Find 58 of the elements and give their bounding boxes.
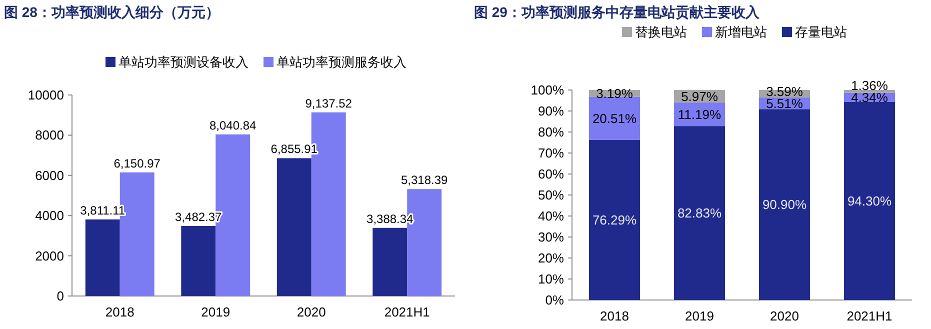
y-tick-label: 60%: [538, 166, 564, 182]
legend-label: 单站功率预测服务收入: [276, 54, 406, 70]
y-tick-label: 100%: [530, 82, 564, 98]
chart-title: 图 29：功率预测服务中存量电站贡献主要收入: [474, 4, 760, 20]
legend-label: 单站功率预测设备收入: [118, 54, 248, 70]
data-label: 76.29%: [592, 212, 637, 228]
y-tick-label: 20%: [538, 250, 564, 266]
y-tick-label: 50%: [538, 188, 564, 202]
x-tick-label: 2018: [600, 308, 629, 324]
bar: [674, 126, 725, 300]
x-tick-label: 2019: [201, 304, 230, 320]
data-label: 94.30%: [847, 193, 892, 208]
bar: [844, 90, 895, 93]
y-tick-label: 30%: [538, 230, 564, 244]
x-tick-label: 2021H1: [846, 308, 892, 324]
y-tick-label: 8000: [35, 128, 64, 143]
data-label: 9,137.52: [305, 96, 352, 110]
x-tick-label: 2021H1: [384, 304, 430, 320]
y-tick-label: 10000: [28, 88, 64, 102]
y-tick-label: 90%: [538, 104, 564, 118]
data-label: 20.51%: [592, 110, 637, 126]
legend-label: 新增电站: [715, 24, 767, 40]
y-tick-label: 2000: [35, 248, 64, 264]
data-label: 5.97%: [681, 88, 718, 104]
x-tick-label: 2018: [105, 304, 134, 320]
y-tick-label: 40%: [538, 208, 564, 224]
x-tick-label: 2019: [685, 308, 714, 324]
x-tick-label: 2020: [770, 308, 799, 324]
bar: [181, 226, 216, 296]
y-tick-label: 0: [56, 288, 64, 304]
y-tick-label: 70%: [538, 146, 564, 160]
bar: [844, 102, 895, 300]
legend-label: 存量电站: [795, 24, 847, 40]
y-tick-label: 4000: [35, 208, 64, 224]
bar: [589, 140, 640, 300]
x-tick-label: 2020: [296, 304, 326, 320]
bar: [372, 228, 408, 296]
data-label: 3,811.11: [80, 203, 126, 218]
data-label: 3,388.34: [366, 212, 414, 226]
data-label: 90.90%: [762, 197, 807, 212]
data-label: 6,150.97: [114, 156, 161, 170]
bar: [276, 158, 312, 296]
y-tick-label: 80%: [538, 124, 564, 140]
bar: [589, 96, 640, 140]
data-label: 11.19%: [678, 106, 722, 122]
data-label: 3.19%: [596, 86, 634, 101]
data-label: 82.83%: [677, 206, 722, 221]
data-label: 6,855.91: [270, 142, 318, 156]
bar: [85, 219, 120, 296]
bar: [759, 109, 810, 300]
y-tick-label: 6000: [35, 168, 64, 183]
chart-title: 图 28：功率预测收入细分（万元）: [4, 4, 220, 20]
data-label: 5,318.39: [401, 173, 448, 188]
legend-label: 替换电站: [635, 24, 687, 40]
y-tick-label: 10%: [538, 272, 564, 286]
y-tick-label: 0%: [545, 292, 564, 308]
data-label: 8,040.84: [210, 118, 257, 132]
data-label: 3,482.37: [175, 210, 222, 224]
